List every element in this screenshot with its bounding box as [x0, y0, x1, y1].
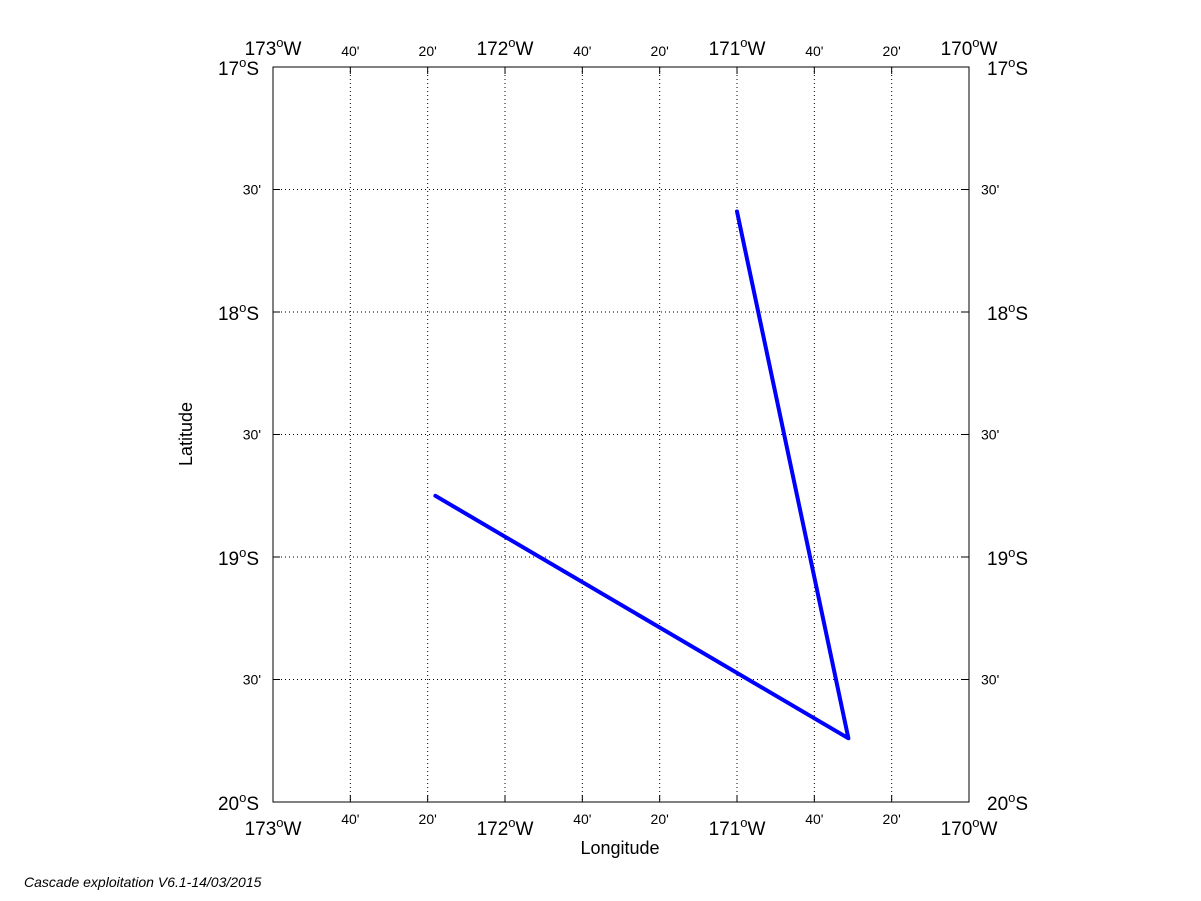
x-tick-label-top: 20': [651, 43, 669, 59]
y-tick-label-right: 20oS: [987, 790, 1028, 815]
y-tick-label-right: 30': [981, 427, 999, 443]
x-tick-label-bottom: 172oW: [477, 815, 534, 840]
y-tick-label-left: 30': [243, 182, 261, 198]
x-tick-label-bottom: 173oW: [245, 815, 302, 840]
x-tick-label-bottom: 170oW: [941, 815, 998, 840]
float-trajectory-line: [433, 209, 851, 741]
x-tick-label-top: 40': [341, 43, 359, 59]
x-tick-label-top: 171oW: [709, 35, 766, 60]
y-tick-label-left: 18oS: [218, 300, 259, 325]
y-tick-label-right: 19oS: [987, 545, 1028, 570]
x-tick-label-bottom: 20': [651, 811, 669, 827]
x-tick-label-top: 40': [805, 43, 823, 59]
x-axis-title: Longitude: [580, 838, 659, 858]
x-tick-label-top: 40': [573, 43, 591, 59]
y-tick-label-right: 30': [981, 672, 999, 688]
y-axis-title: Latitude: [176, 402, 196, 466]
y-tick-label-left: 19oS: [218, 545, 259, 570]
x-tick-label-bottom: 40': [805, 811, 823, 827]
x-tick-label-bottom: 40': [573, 811, 591, 827]
x-tick-label-top: 20': [419, 43, 437, 59]
y-tick-label-right: 18oS: [987, 300, 1028, 325]
x-tick-label-top: 20': [883, 43, 901, 59]
x-tick-label-bottom: 40': [341, 811, 359, 827]
map-tick-labels: 173oW 173oW 40' 40' 20' 20' 172oW 172oW 40' 40' 20…: [218, 35, 1028, 840]
x-tick-label-bottom: 20': [883, 811, 901, 827]
x-tick-label-top: 170oW: [941, 35, 998, 60]
y-tick-label-left: 17oS: [218, 55, 259, 80]
y-tick-label-right: 17oS: [987, 55, 1028, 80]
y-tick-label-left: 30': [243, 427, 261, 443]
y-tick-label-left: 30': [243, 672, 261, 688]
x-tick-label-bottom: 20': [419, 811, 437, 827]
x-tick-label-bottom: 171oW: [709, 815, 766, 840]
footer-version-note: Cascade exploitation V6.1-14/03/2015: [24, 874, 262, 890]
map-ticks: [273, 67, 969, 802]
map-grid: [273, 67, 969, 802]
y-tick-label-right: 30': [981, 182, 999, 198]
x-tick-label-top: 173oW: [245, 35, 302, 60]
y-tick-label-left: 20oS: [218, 790, 259, 815]
x-tick-label-top: 172oW: [477, 35, 534, 60]
